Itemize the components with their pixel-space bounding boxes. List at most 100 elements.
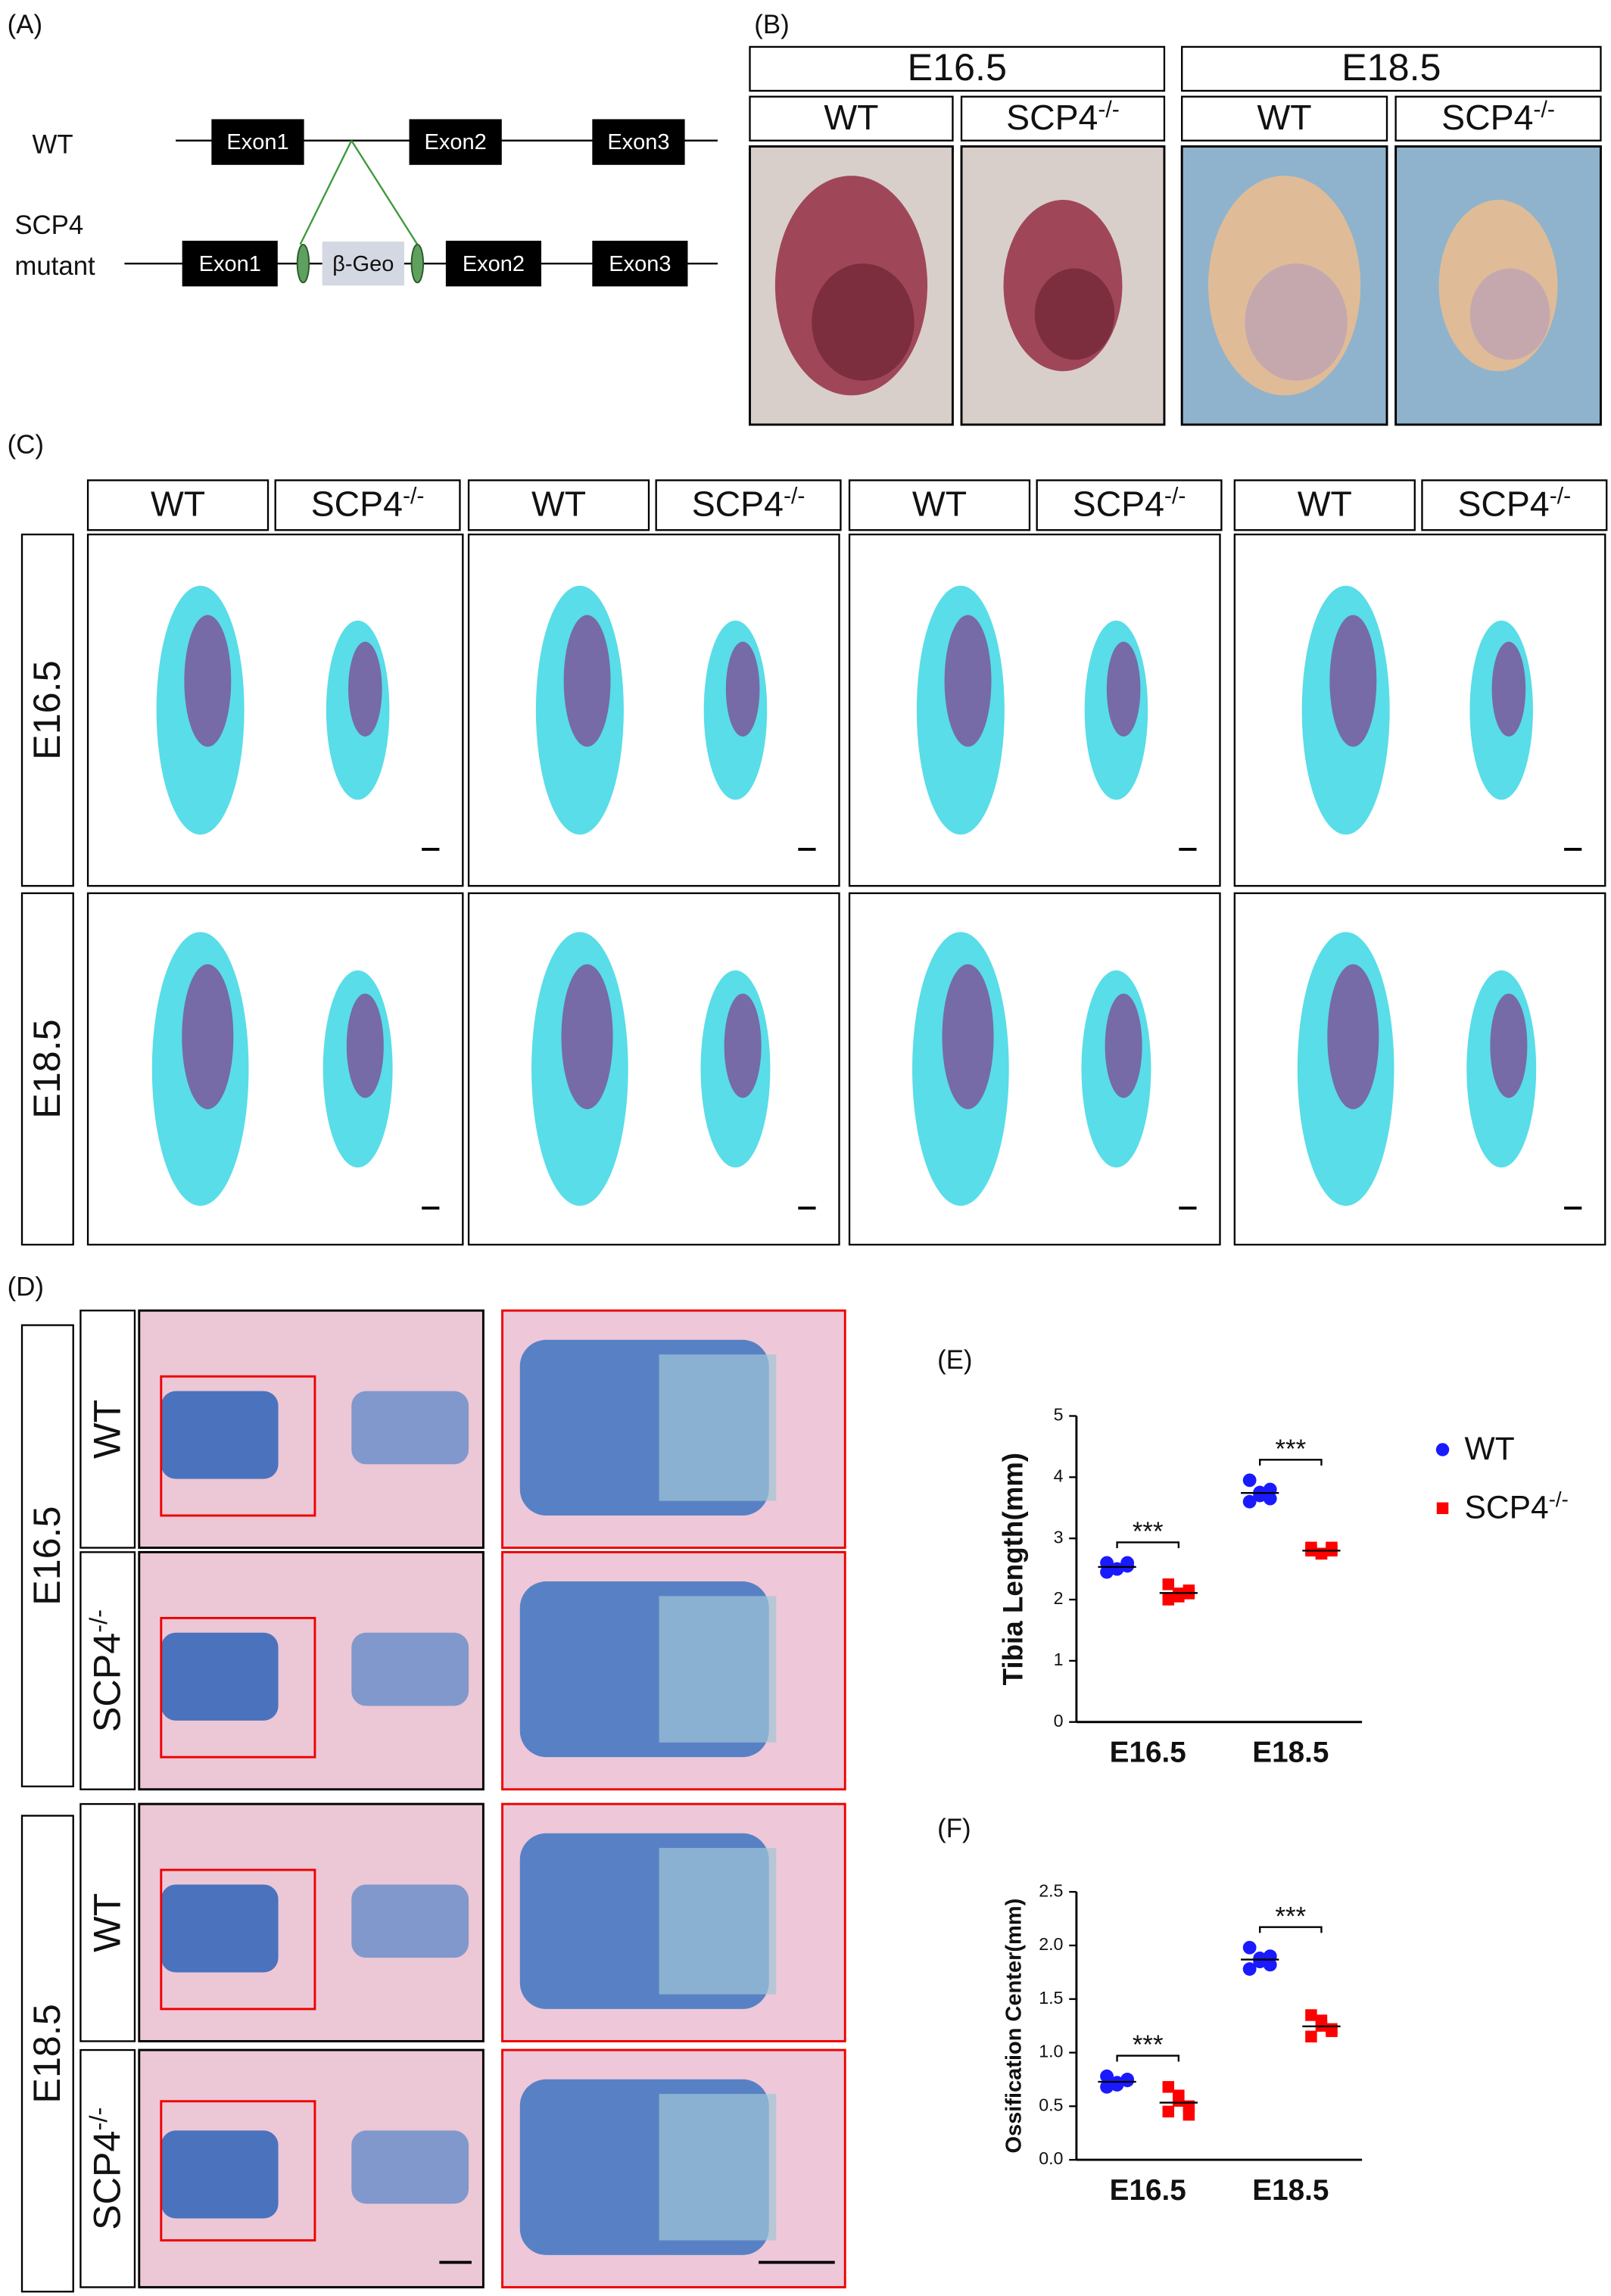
skeleton-photo	[86, 892, 464, 1246]
hypertrophic-zone	[659, 1596, 777, 1743]
genotype-label: WT	[85, 1400, 128, 1459]
stage-header: E18.5	[1341, 45, 1441, 89]
row-label-box	[20, 892, 74, 1246]
stage-label: E16.5	[25, 1506, 68, 1606]
genotype-header: WT	[912, 484, 967, 524]
stage-label: E16.5	[25, 660, 68, 759]
bone	[1329, 615, 1377, 747]
zoom-box	[160, 1375, 316, 1517]
significance-bracket	[1259, 1926, 1323, 1933]
skeleton-photo	[467, 892, 840, 1246]
data-point	[1253, 1952, 1267, 1965]
cassette	[322, 241, 404, 286]
x-tick-label: E18.5	[1252, 2174, 1329, 2207]
y-tick-label: 0	[1054, 1711, 1064, 1731]
exon-label: Exon3	[607, 130, 669, 154]
significance-bracket	[1259, 1459, 1323, 1466]
row-label: WT	[33, 130, 73, 160]
header-box	[960, 95, 1166, 142]
legend-label: SCP4-/-	[1465, 1488, 1569, 1526]
stage-label: E18.5	[25, 1019, 68, 1118]
cassette-label: β-Geo	[332, 252, 394, 276]
significance-label: ***	[1133, 2030, 1164, 2060]
data-point	[1183, 2108, 1195, 2121]
bone	[1105, 993, 1142, 1098]
bone	[563, 615, 611, 747]
data-point	[1242, 1962, 1257, 1976]
panel-label: (F)	[937, 1814, 971, 1843]
bone	[1490, 993, 1528, 1098]
exon	[592, 119, 685, 165]
significance-label: ***	[1276, 1902, 1307, 1931]
cartilage	[160, 1884, 279, 1973]
header-box	[1181, 95, 1388, 142]
data-point	[1162, 1578, 1175, 1590]
bone	[1491, 641, 1526, 737]
insertion-line	[351, 140, 419, 245]
panel-label: (E)	[937, 1345, 972, 1375]
data-point	[1263, 1958, 1277, 1972]
skeleton-photo	[1233, 892, 1606, 1246]
y-tick-label: 0.0	[1039, 2148, 1063, 2168]
cartilage	[351, 2130, 469, 2204]
header-box	[749, 45, 1166, 92]
exon-label: Exon2	[425, 130, 487, 154]
y-tick-label: 4	[1054, 1466, 1064, 1485]
significance-label: ***	[1276, 1435, 1307, 1464]
exon	[445, 241, 542, 287]
y-tick-label: 5	[1054, 1405, 1064, 1425]
bone	[1327, 964, 1379, 1110]
y-axis-label: Ossification Center(mm)	[1002, 1899, 1026, 2154]
y-tick-label: 1.5	[1039, 1988, 1063, 2008]
header-box	[848, 479, 1031, 531]
y-tick-label: 1	[1054, 1650, 1064, 1669]
significance-bracket	[1116, 1541, 1179, 1549]
exon-label: Exon2	[463, 252, 525, 276]
header-box	[1394, 95, 1602, 142]
cartilage	[351, 1391, 469, 1465]
data-point	[1315, 2014, 1328, 2027]
y-tick-label: 0.5	[1039, 2095, 1063, 2114]
skeleton-photo	[848, 533, 1221, 887]
y-tick-label: 2.0	[1039, 1934, 1063, 1954]
row-label: mutant	[14, 251, 95, 281]
cartilage	[160, 2130, 279, 2219]
legend-marker	[1435, 1443, 1450, 1456]
data-point	[1110, 1562, 1124, 1576]
bone	[942, 964, 994, 1110]
hypertrophic-zone	[659, 1848, 777, 1995]
embryo-body	[1034, 268, 1115, 360]
genotype-header: WT	[531, 484, 586, 524]
embryo-body	[1245, 263, 1348, 381]
x-tick-label: E16.5	[1110, 1737, 1186, 1769]
header-box	[274, 479, 461, 531]
cartilage	[351, 1884, 469, 1958]
stage-label: E18.5	[25, 2004, 68, 2103]
skeleton-photo	[1233, 533, 1606, 887]
row-label-box	[20, 1815, 74, 2293]
loxp-site	[410, 244, 425, 284]
significance-bracket	[1116, 2055, 1179, 2062]
exon	[409, 119, 502, 165]
significance-label: ***	[1133, 1517, 1164, 1547]
panel-label: (B)	[754, 10, 789, 39]
data-point	[1242, 1940, 1257, 1955]
hypertrophic-zone	[659, 1354, 777, 1501]
cartilage	[351, 1632, 469, 1706]
header-box	[1421, 479, 1608, 531]
genotype-label: WT	[85, 1893, 128, 1952]
y-axis-label: Tibia Length(mm)	[997, 1453, 1028, 1686]
row-label-box	[79, 1802, 136, 2042]
header-box	[749, 95, 954, 142]
bone	[182, 964, 234, 1110]
bone	[346, 993, 384, 1098]
skeleton-photo	[467, 533, 840, 887]
data-point	[1305, 2009, 1317, 2021]
genotype-header: WT	[824, 98, 878, 137]
header-box	[1036, 479, 1223, 531]
data-point	[1162, 2081, 1175, 2093]
data-point	[1315, 1547, 1328, 1560]
row-label-box	[20, 533, 74, 887]
exon-label: Exon1	[199, 252, 261, 276]
data-point	[1162, 2105, 1175, 2118]
